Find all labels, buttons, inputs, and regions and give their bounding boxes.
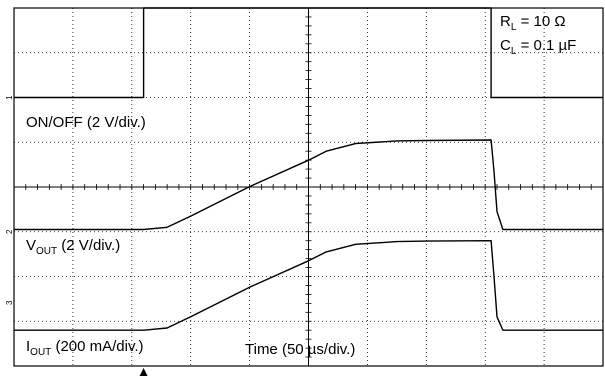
rl-annotation: RL = 10 Ω [500,13,566,33]
trace-onoff [14,7,603,99]
trace-vout [14,139,603,231]
channel-marker-2: 2 [5,229,14,234]
series-label-vout: VOUT (2 V/div.) [26,237,120,257]
traces [14,7,603,331]
graticule-grid [13,7,604,367]
trace-iout [14,239,603,331]
trigger-marker [139,368,148,376]
channel-marker-3: 3 [5,300,14,305]
channel-marker-1: 1 [5,95,14,100]
series-label-iout: IOUT (200 mA/div.) [26,338,144,358]
x-axis-label: Time (50 µs/div.) [245,341,355,358]
cl-annotation: CL = 0.1 µF [500,37,576,57]
series-label-onoff: ON/OFF (2 V/div.) [26,114,146,131]
